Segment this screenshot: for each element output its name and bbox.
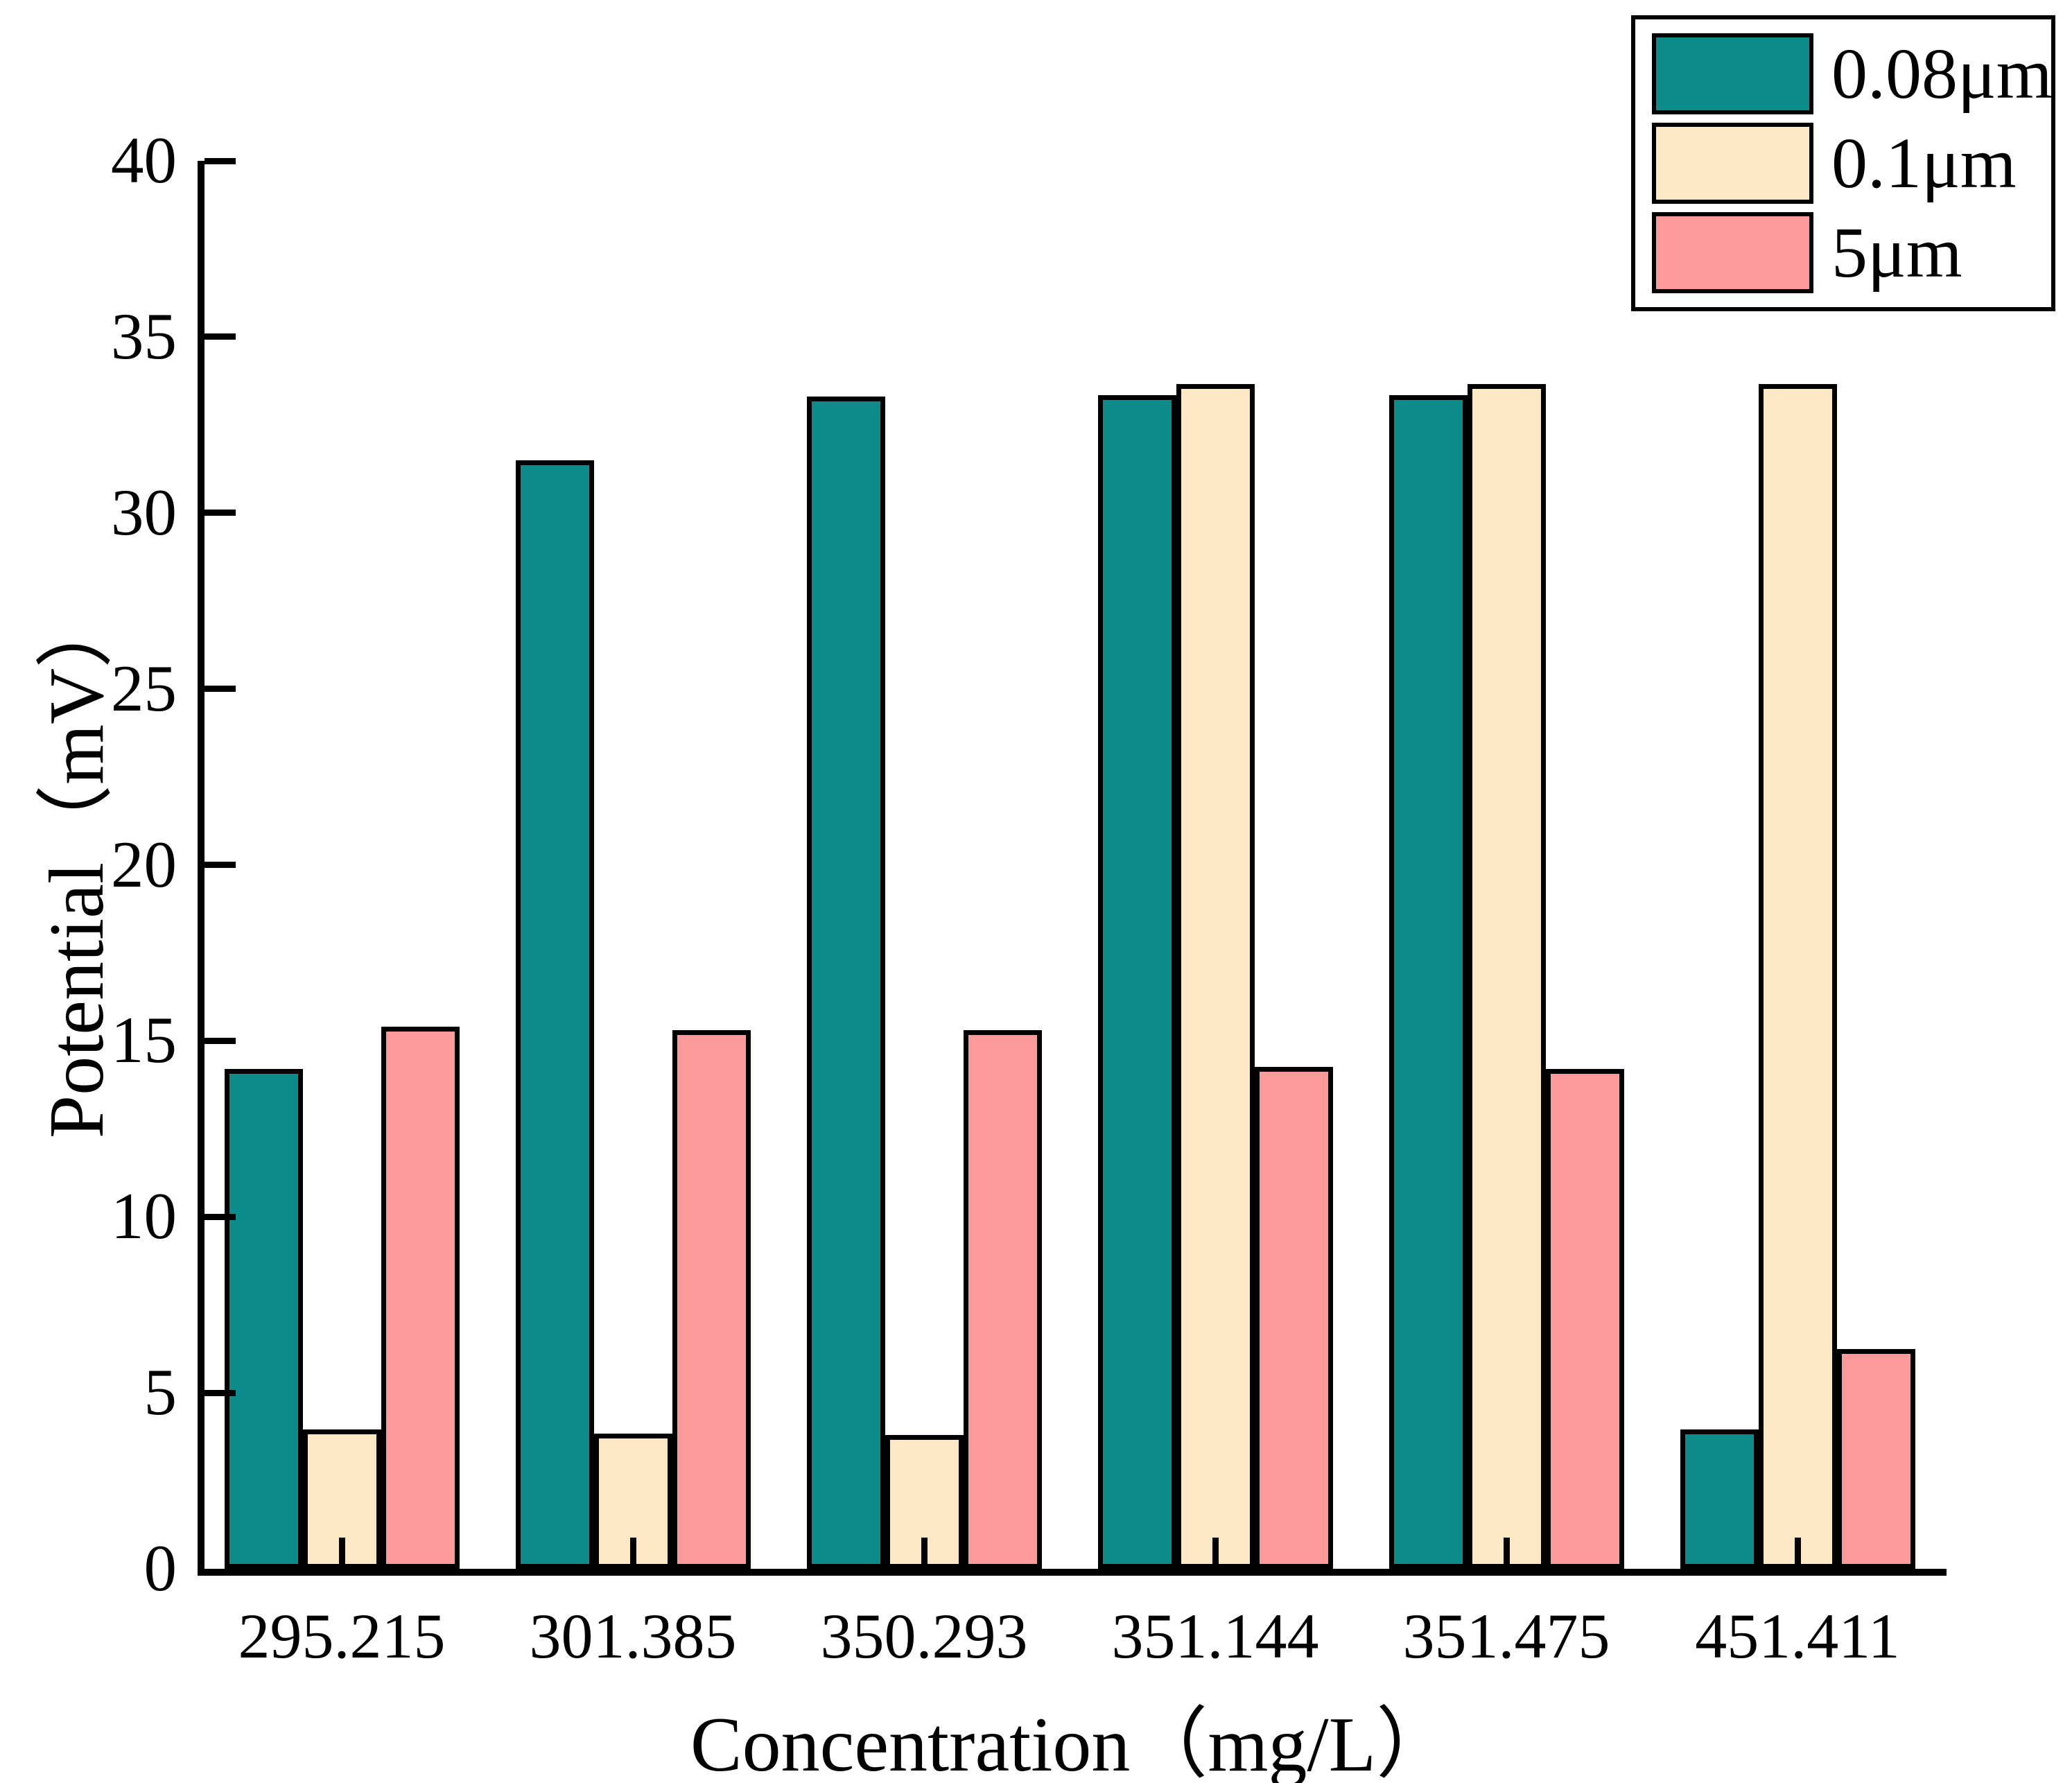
y-tick-label-35: 35 bbox=[111, 299, 177, 373]
y-tick-25 bbox=[204, 686, 236, 693]
legend-item-5um: 5μm bbox=[1652, 212, 2035, 293]
bar-0.1um-351.475 bbox=[1467, 384, 1546, 1569]
legend-item-0.08um: 0.08μm bbox=[1652, 33, 2053, 114]
x-tick-301.385 bbox=[629, 1538, 636, 1569]
x-tick-label-301.385: 301.385 bbox=[529, 1601, 737, 1671]
bar-0.1um-351.144 bbox=[1176, 384, 1255, 1569]
bar-0.08um-350.293 bbox=[806, 397, 885, 1569]
bar-5um-301.385 bbox=[672, 1030, 751, 1569]
y-tick-label-0: 0 bbox=[143, 1531, 177, 1605]
y-tick-40 bbox=[204, 157, 236, 164]
y-tick-30 bbox=[204, 510, 236, 516]
bar-0.08um-301.385 bbox=[515, 460, 594, 1569]
x-tick-350.293 bbox=[921, 1538, 928, 1569]
bar-0.08um-451.411 bbox=[1680, 1429, 1759, 1569]
x-axis-title: Concentration（mg/L） bbox=[690, 1702, 1454, 1783]
bar-0.1um-451.411 bbox=[1758, 384, 1837, 1569]
y-tick-20 bbox=[204, 862, 236, 868]
y-tick-15 bbox=[204, 1037, 236, 1044]
legend: 0.08μm 0.1μm 5μm bbox=[1631, 15, 2055, 311]
legend-label-5um: 5μm bbox=[1831, 212, 1962, 293]
x-tick-351.144 bbox=[1212, 1538, 1219, 1569]
y-tick-35 bbox=[204, 333, 236, 340]
bar-5um-350.293 bbox=[963, 1030, 1042, 1569]
bar-5um-451.411 bbox=[1836, 1349, 1915, 1569]
bar-5um-351.475 bbox=[1545, 1069, 1624, 1569]
x-tick-label-350.293: 350.293 bbox=[820, 1601, 1028, 1671]
bar-0.08um-351.144 bbox=[1097, 395, 1176, 1569]
y-tick-label-30: 30 bbox=[111, 475, 177, 549]
x-tick-label-351.144: 351.144 bbox=[1111, 1601, 1319, 1671]
x-tick-label-451.411: 451.411 bbox=[1695, 1601, 1900, 1671]
bar-0.08um-295.215 bbox=[224, 1069, 303, 1569]
y-axis-line bbox=[198, 161, 204, 1576]
y-tick-label-20: 20 bbox=[111, 827, 177, 901]
y-axis-title: Potential（mV） bbox=[34, 590, 120, 1139]
legend-label-0.1um: 0.1μm bbox=[1831, 123, 2017, 203]
bar-5um-295.215 bbox=[381, 1027, 460, 1569]
y-tick-label-15: 15 bbox=[111, 1003, 177, 1077]
bar-5um-351.144 bbox=[1254, 1067, 1333, 1569]
y-tick-label-10: 10 bbox=[111, 1179, 177, 1253]
legend-item-0.1um: 0.1μm bbox=[1652, 123, 2035, 204]
y-tick-5 bbox=[204, 1389, 236, 1396]
x-tick-451.411 bbox=[1794, 1538, 1801, 1569]
legend-swatch-0.08um bbox=[1652, 33, 1813, 114]
legend-swatch-5um bbox=[1652, 212, 1813, 293]
x-axis-line bbox=[198, 1569, 1947, 1576]
y-tick-label-5: 5 bbox=[143, 1355, 177, 1429]
y-tick-10 bbox=[204, 1213, 236, 1220]
x-tick-label-295.215: 295.215 bbox=[238, 1601, 446, 1671]
x-tick-label-351.475: 351.475 bbox=[1402, 1601, 1610, 1671]
x-tick-295.215 bbox=[338, 1538, 345, 1569]
y-tick-label-25: 25 bbox=[111, 651, 177, 725]
legend-swatch-0.1um bbox=[1652, 123, 1813, 204]
y-tick-label-40: 40 bbox=[111, 123, 177, 197]
x-tick-351.475 bbox=[1503, 1538, 1510, 1569]
bar-0.08um-351.475 bbox=[1388, 395, 1468, 1569]
legend-label-0.08um: 0.08μm bbox=[1831, 33, 2053, 114]
